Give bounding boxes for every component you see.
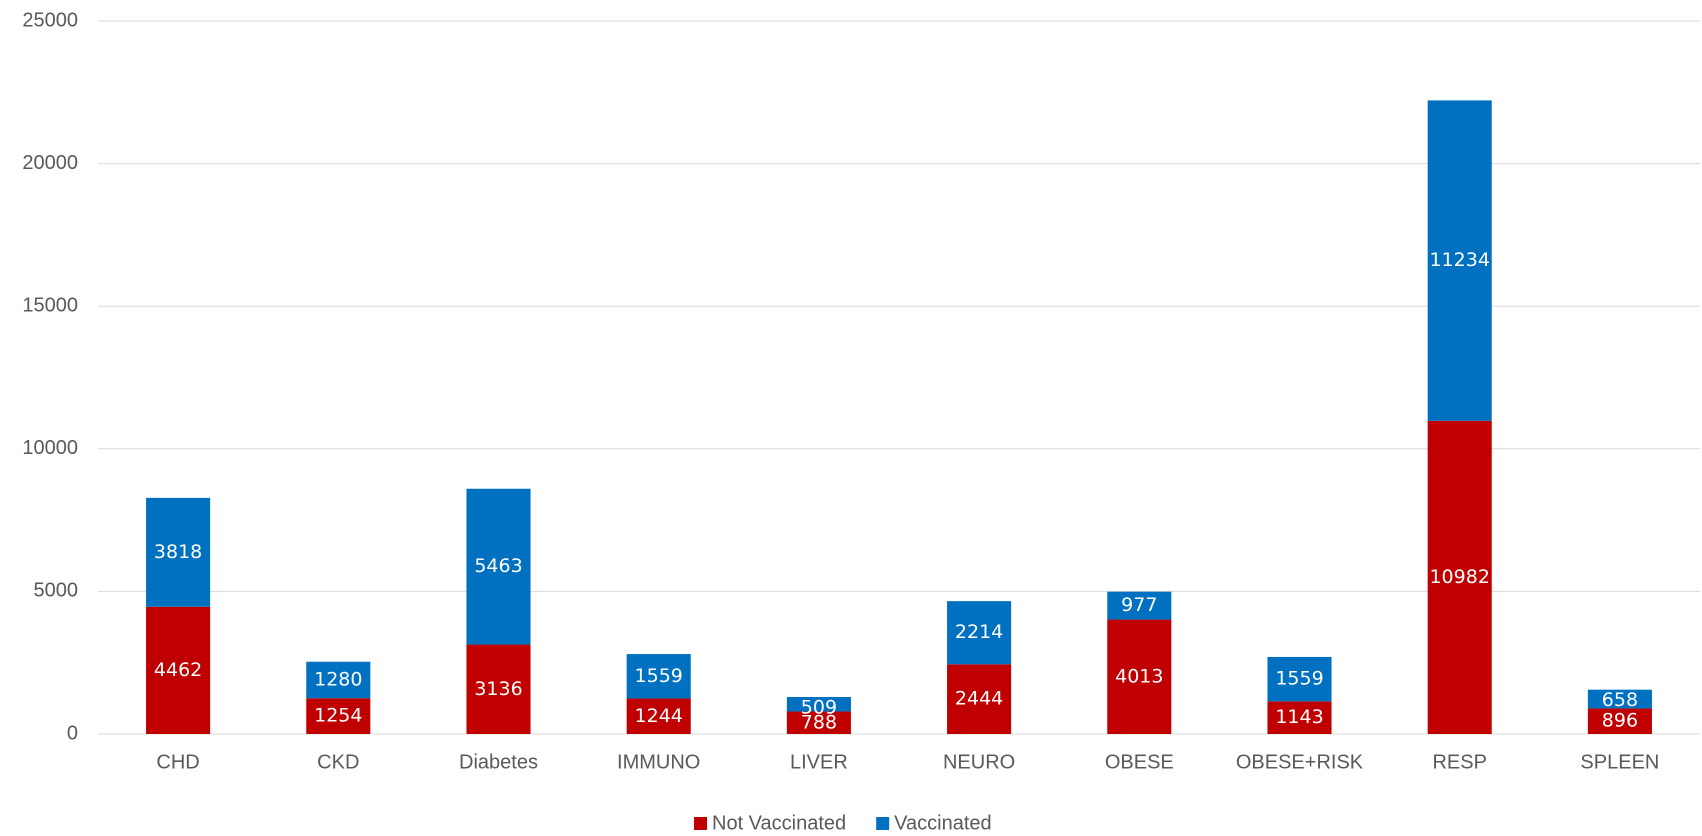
bar (1587, 708, 1652, 734)
data-label: 4462 (154, 659, 202, 681)
bar (306, 661, 371, 699)
y-tick-label: 0 (67, 722, 78, 744)
x-tick-label: OBESE+RISK (1236, 751, 1364, 773)
data-label: 10982 (1429, 566, 1489, 588)
bar (146, 497, 211, 607)
bar (1267, 701, 1332, 734)
data-label: 1143 (1275, 706, 1323, 728)
y-tick-label: 20000 (22, 152, 78, 174)
bar (146, 606, 211, 734)
data-label: 2444 (955, 688, 1003, 710)
data-label: 1244 (635, 705, 683, 727)
x-tick-label: RESP (1432, 751, 1486, 773)
data-label: 3818 (154, 541, 202, 563)
y-tick-label: 15000 (22, 294, 78, 316)
bar (626, 654, 691, 699)
bar (1107, 619, 1172, 734)
data-label: 3136 (474, 678, 522, 700)
y-tick-label: 5000 (34, 580, 79, 602)
bar (786, 711, 851, 734)
bar (947, 664, 1012, 734)
data-label: 1559 (1275, 668, 1323, 690)
bar (306, 698, 371, 734)
data-label: 658 (1602, 689, 1638, 711)
data-label: 5463 (474, 555, 522, 577)
bar (466, 488, 531, 645)
legend-label: Not Vaccinated (712, 812, 846, 834)
data-label: 977 (1121, 594, 1157, 616)
data-label: 1254 (314, 705, 362, 727)
data-label: 1280 (314, 668, 362, 690)
bar (1267, 656, 1332, 702)
y-tick-label: 10000 (22, 437, 78, 459)
bar (626, 698, 691, 734)
x-tick-label: CKD (317, 751, 359, 773)
bar (1107, 591, 1172, 620)
x-tick-label: SPLEEN (1580, 751, 1659, 773)
bar (1427, 420, 1492, 734)
bar (466, 644, 531, 734)
data-label: 11234 (1429, 249, 1489, 271)
legend-swatch (876, 817, 890, 830)
data-label: 896 (1602, 710, 1638, 732)
y-tick-label: 25000 (22, 9, 78, 31)
x-tick-label: NEURO (943, 751, 1015, 773)
bar (1427, 100, 1492, 421)
legend-swatch (694, 817, 707, 830)
data-label: 788 (801, 711, 837, 733)
x-tick-label: CHD (156, 751, 199, 773)
x-tick-label: IMMUNO (617, 751, 700, 773)
x-tick-label: OBESE (1105, 751, 1174, 773)
bar (947, 601, 1012, 665)
bar (1587, 689, 1652, 709)
data-label: 1559 (635, 665, 683, 687)
legend-label: Vaccinated (894, 812, 991, 834)
data-label: 509 (801, 697, 837, 719)
x-tick-label: LIVER (790, 751, 848, 773)
data-label: 2214 (955, 621, 1003, 643)
bar (786, 697, 851, 712)
data-label: 4013 (1115, 665, 1163, 687)
x-tick-label: Diabetes (459, 751, 538, 773)
